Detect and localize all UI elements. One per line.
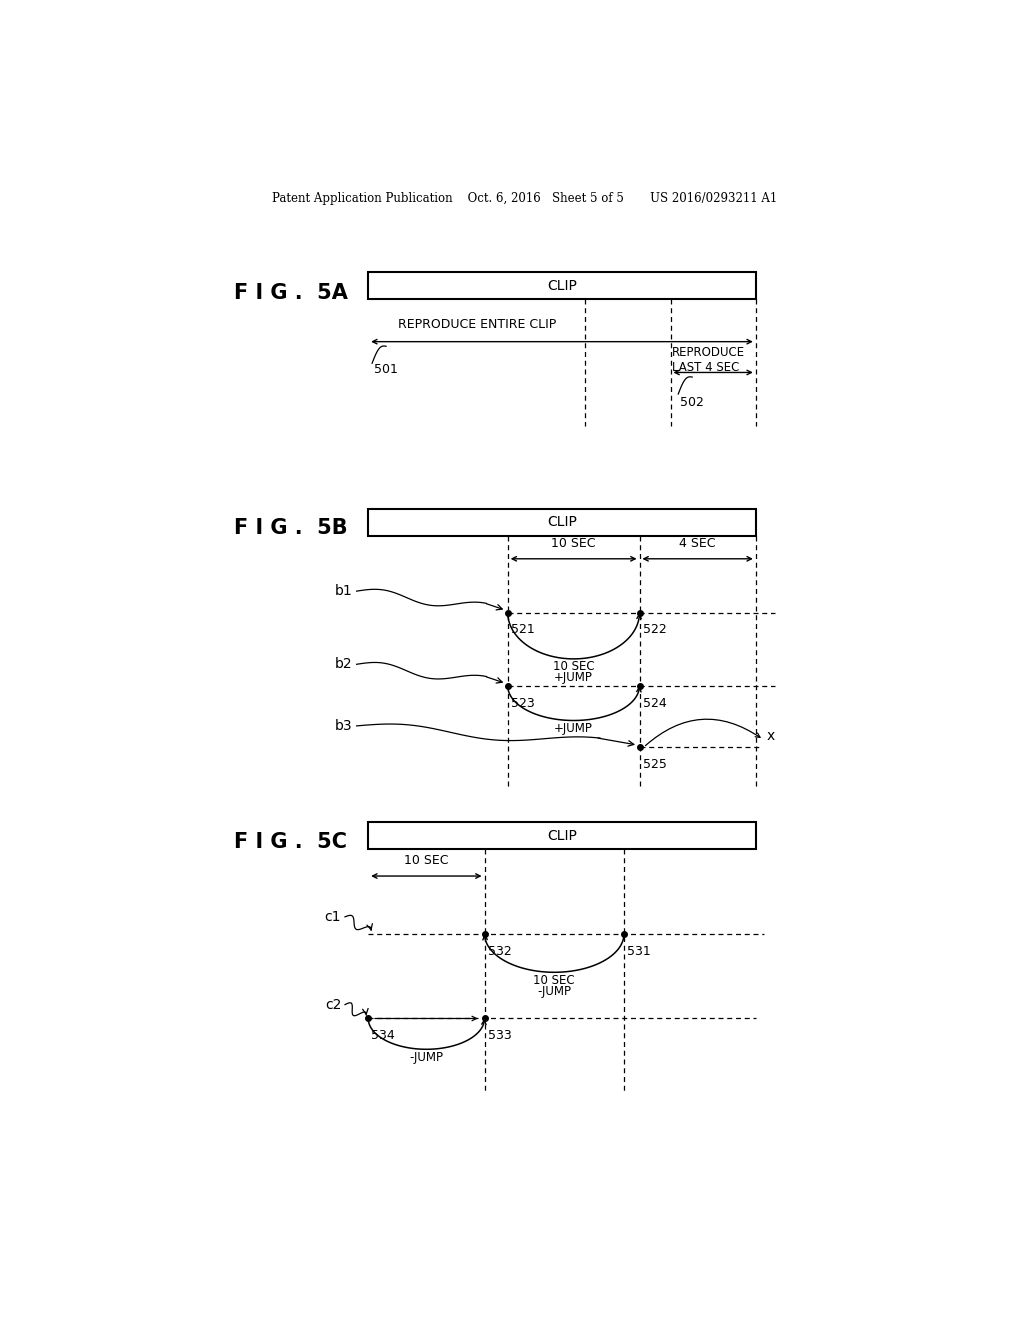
Text: c1: c1 [325,909,341,924]
Text: 533: 533 [487,1030,511,1043]
Bar [369,272,756,300]
Text: REPRODUCE ENTIRE CLIP: REPRODUCE ENTIRE CLIP [397,318,556,331]
Text: -JUMP: -JUMP [538,985,571,998]
Text: b1: b1 [335,585,352,598]
Bar [369,822,756,849]
Text: CLIP: CLIP [547,515,577,529]
Text: 10 SEC: 10 SEC [404,854,449,867]
Text: +JUMP: +JUMP [554,722,593,735]
Text: CLIP: CLIP [547,829,577,842]
Text: b2: b2 [335,657,352,672]
Text: x: x [767,729,775,743]
Text: c2: c2 [325,998,341,1011]
Text: 521: 521 [511,623,535,636]
Text: F I G .  5A: F I G . 5A [233,284,348,304]
Text: F I G .  5C: F I G . 5C [234,832,347,853]
Text: 10 SEC: 10 SEC [553,660,595,673]
Text: F I G .  5B: F I G . 5B [233,517,347,539]
Text: REPRODUCE
LAST 4 SEC: REPRODUCE LAST 4 SEC [672,346,745,374]
Bar [369,508,756,536]
Text: +JUMP: +JUMP [554,671,593,684]
Text: -JUMP: -JUMP [410,1051,443,1064]
Text: 531: 531 [627,945,651,957]
Text: 4 SEC: 4 SEC [679,536,716,549]
Text: 525: 525 [643,758,667,771]
Text: 10 SEC: 10 SEC [534,974,575,987]
Text: 502: 502 [680,396,703,409]
Text: b3: b3 [335,719,352,733]
Text: 524: 524 [643,697,667,710]
Text: 10 SEC: 10 SEC [551,536,596,549]
Text: CLIP: CLIP [547,279,577,293]
Text: 532: 532 [487,945,511,957]
Text: 522: 522 [643,623,667,636]
Text: 534: 534 [372,1030,395,1043]
Text: Patent Application Publication    Oct. 6, 2016   Sheet 5 of 5       US 2016/0293: Patent Application Publication Oct. 6, 2… [272,191,777,205]
Text: 501: 501 [375,363,398,376]
Text: 523: 523 [511,697,535,710]
